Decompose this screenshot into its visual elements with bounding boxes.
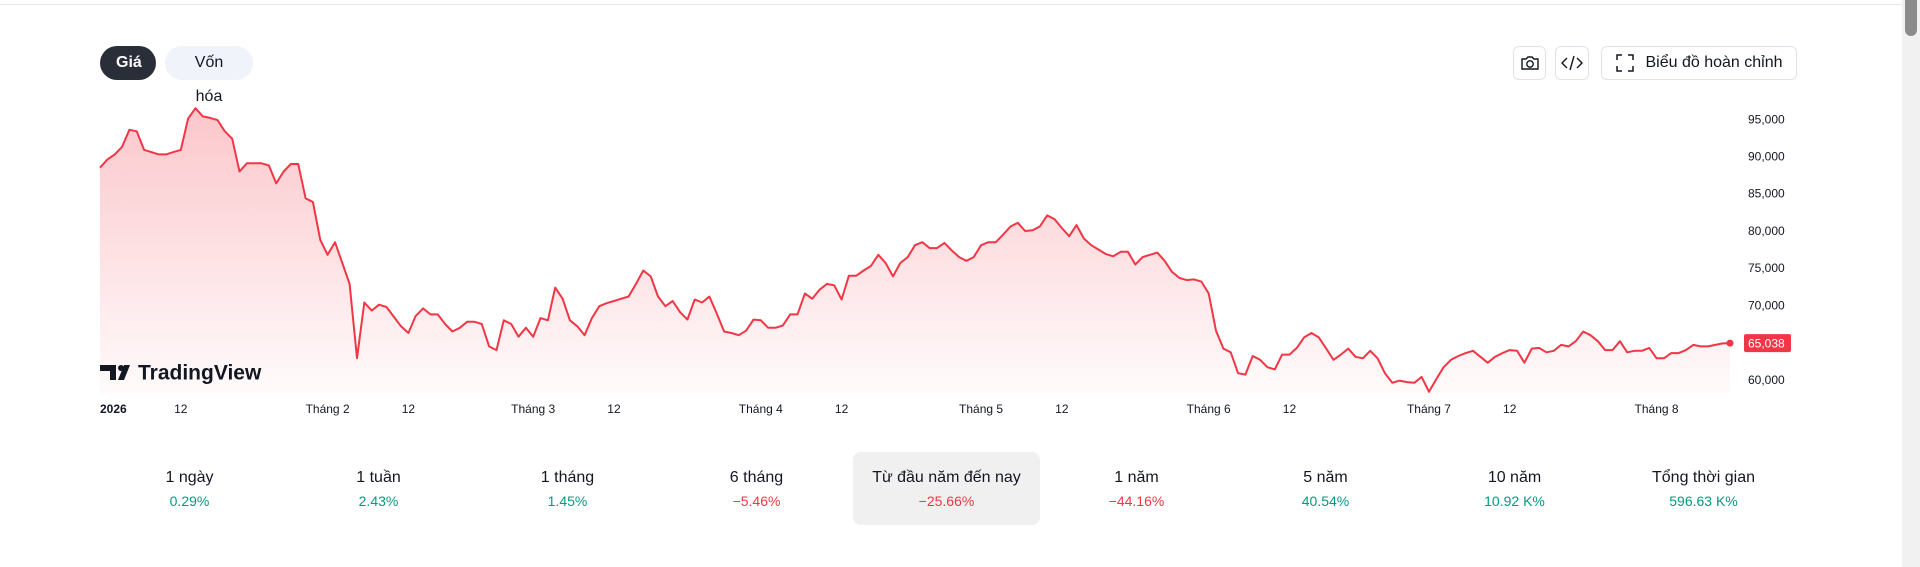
price-tab[interactable]: Giá: [100, 46, 156, 80]
period[interactable]: 1 ngày 0.29%: [95, 452, 284, 525]
scrollbar[interactable]: [1902, 0, 1920, 567]
full-chart-button[interactable]: Biểu đồ hoàn chỉnh: [1601, 46, 1797, 80]
last-point: [1726, 339, 1734, 347]
watermark-text: TradingView: [138, 362, 262, 385]
x-tick-label: Tháng 7: [1407, 402, 1451, 416]
period-row: 1 ngày 0.29% 1 tuần 2.43% 1 tháng 1.45% 6 thán…: [95, 452, 1798, 525]
period-change: 596.63 K%: [1669, 492, 1738, 509]
x-tick-label: 12: [174, 402, 188, 416]
period-name: 10 năm: [1487, 468, 1542, 486]
y-tick-label: 90,000: [1748, 150, 1785, 164]
x-tick-label: 12: [402, 402, 416, 416]
x-tick-label: 12: [1055, 402, 1069, 416]
area: [100, 108, 1730, 394]
snapshot-button[interactable]: [1513, 46, 1546, 80]
x-tick-label: Tháng 2: [306, 402, 350, 416]
y-tick-label: 85,000: [1748, 187, 1785, 201]
period-change: 10.92 K%: [1484, 492, 1545, 509]
period-change: −5.46%: [732, 492, 781, 509]
period[interactable]: Tổng thời gian 596.63 K%: [1609, 452, 1798, 525]
x-tick-label: Tháng 5: [959, 402, 1003, 416]
period-change: −44.16%: [1108, 492, 1165, 509]
x-tick-label: 12: [607, 402, 621, 416]
period[interactable]: 10 năm 10.92 K%: [1420, 452, 1609, 525]
x-tick-label: Tháng 8: [1635, 402, 1679, 416]
x-tick-label: 12: [835, 402, 849, 416]
period-name: Từ đầu năm đến nay: [872, 468, 1021, 486]
x-tick-label: 2026: [100, 402, 127, 416]
scroll-thumb[interactable]: [1905, 0, 1917, 36]
period[interactable]: 6 tháng −5.46%: [662, 452, 851, 525]
period[interactable]: 5 năm 40.54%: [1231, 452, 1420, 525]
price-tag: [1744, 334, 1791, 353]
y-tick-label: 95,000: [1748, 112, 1785, 126]
camera-icon: [1520, 56, 1539, 70]
price-tag-label: 65,038: [1748, 336, 1785, 350]
period-name: 1 tháng: [540, 468, 595, 486]
chart: TradingView 60,00065,00070,00075,00080,0…: [99, 107, 1791, 416]
y-tick-label: 80,000: [1748, 224, 1785, 238]
x-tick-label: 12: [1503, 402, 1517, 416]
x-tick-label: 12: [1283, 402, 1297, 416]
period-name: 1 ngày: [165, 468, 214, 486]
period-name: 6 tháng: [729, 468, 784, 486]
price-line: [99, 107, 1731, 393]
y-tick-label: 75,000: [1748, 261, 1785, 275]
period-change: −25.66%: [918, 492, 975, 509]
x-tick-label: Tháng 3: [511, 402, 555, 416]
period[interactable]: 1 tuần 2.43%: [284, 452, 473, 525]
period-change: 1.45%: [547, 492, 588, 509]
period-name: Tổng thời gian: [1652, 468, 1755, 486]
period-name: 5 năm: [1303, 468, 1348, 486]
code-icon: [1561, 55, 1583, 71]
period-change: 0.29%: [169, 492, 210, 509]
expand-icon: [1615, 54, 1634, 72]
market-cap-tab[interactable]: Vốn hóa: [165, 46, 253, 105]
logo-dot: [118, 365, 124, 371]
y-tick-label: 60,000: [1748, 373, 1785, 387]
period-change: 2.43%: [358, 492, 399, 509]
divider: [0, 4, 1902, 5]
watermark: TradingView: [100, 362, 262, 385]
x-tick-label: Tháng 4: [739, 402, 783, 416]
period-change: 40.54%: [1301, 492, 1350, 509]
embed-button[interactable]: [1555, 46, 1589, 80]
y-tick-label: 70,000: [1748, 298, 1785, 312]
period[interactable]: Từ đầu năm đến nay −25.66%: [853, 452, 1040, 525]
period-name: 1 năm: [1114, 468, 1159, 486]
period[interactable]: 1 năm −44.16%: [1042, 452, 1231, 525]
x-tick-label: Tháng 6: [1187, 402, 1231, 416]
period-name: 1 tuần: [356, 468, 401, 486]
full-chart-label: Biểu đồ hoàn chỉnh: [1645, 54, 1783, 71]
period[interactable]: 1 tháng 1.45%: [473, 452, 662, 525]
